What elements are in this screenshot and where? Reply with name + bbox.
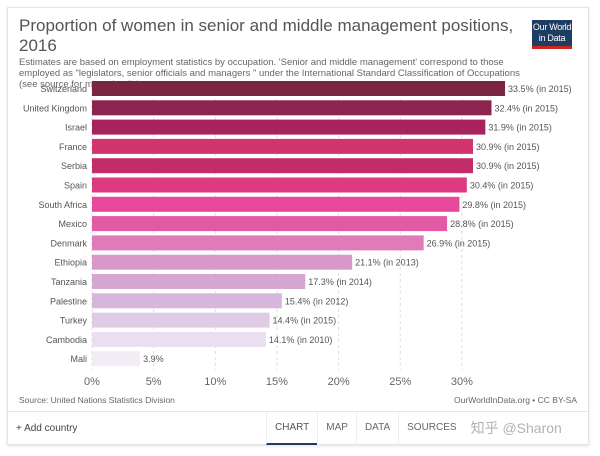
bar bbox=[92, 235, 424, 251]
data-label: 30.4% (in 2015) bbox=[470, 181, 534, 191]
bar bbox=[92, 331, 266, 347]
bar-chart: 0% 5% 10% 15% 20% 25% 30% Switzerland 33.5% (in … bbox=[23, 81, 572, 388]
category-label[interactable]: Israel bbox=[65, 123, 87, 133]
data-label: 14.1% (in 2010) bbox=[269, 335, 333, 345]
bar bbox=[92, 196, 460, 212]
license-note[interactable]: OurWorldInData.org • CC BY-SA bbox=[454, 395, 577, 405]
tab-chart[interactable]: CHART bbox=[266, 412, 318, 445]
category-label[interactable]: Mali bbox=[70, 354, 87, 364]
data-label: 29.8% (in 2015) bbox=[462, 200, 526, 210]
watermark: 知乎 @Sharon bbox=[470, 420, 562, 436]
category-label[interactable]: Serbia bbox=[61, 161, 87, 171]
chart-card: Proportion of women in senior and middle… bbox=[7, 7, 589, 445]
data-label: 3.9% bbox=[143, 354, 164, 364]
data-label: 30.9% (in 2015) bbox=[476, 142, 540, 152]
data-label: 15.4% (in 2012) bbox=[285, 296, 349, 306]
category-label[interactable]: Cambodia bbox=[46, 335, 87, 345]
data-label: 26.9% (in 2015) bbox=[427, 238, 491, 248]
bar bbox=[92, 177, 467, 193]
bar bbox=[92, 216, 448, 232]
data-label: 32.4% (in 2015) bbox=[494, 103, 558, 113]
x-tick-label: 30% bbox=[451, 376, 473, 388]
data-label: 33.5% (in 2015) bbox=[508, 84, 572, 94]
category-label[interactable]: United Kingdom bbox=[23, 103, 87, 113]
tab-data[interactable]: DATA bbox=[355, 412, 398, 445]
data-label: 30.9% (in 2015) bbox=[476, 161, 540, 171]
tab-bar: CHART MAP DATA SOURCES bbox=[266, 412, 465, 445]
add-country-button[interactable]: + Add country bbox=[16, 423, 78, 434]
bar bbox=[92, 254, 353, 270]
data-label: 21.1% (in 2013) bbox=[355, 258, 419, 268]
bar bbox=[92, 351, 141, 367]
owid-logo[interactable]: Our World in Data bbox=[532, 20, 572, 49]
bar bbox=[92, 100, 492, 116]
category-label[interactable]: South Africa bbox=[38, 200, 87, 210]
bottom-bar: + Add country CHART MAP DATA SOURCES 知乎 … bbox=[8, 411, 588, 445]
x-tick-label: 5% bbox=[146, 376, 162, 388]
data-label: 14.4% (in 2015) bbox=[273, 316, 337, 326]
bar bbox=[92, 119, 486, 135]
category-label[interactable]: Ethiopia bbox=[54, 258, 87, 268]
category-label[interactable]: Palestine bbox=[50, 296, 87, 306]
x-tick-label: 20% bbox=[328, 376, 350, 388]
category-label[interactable]: Denmark bbox=[50, 238, 87, 248]
bar bbox=[92, 158, 473, 174]
x-tick-label: 15% bbox=[266, 376, 288, 388]
category-label[interactable]: Switzerland bbox=[40, 84, 87, 94]
category-label[interactable]: Spain bbox=[64, 181, 87, 191]
x-tick-label: 10% bbox=[204, 376, 226, 388]
category-label[interactable]: Turkey bbox=[60, 316, 88, 326]
bar bbox=[92, 312, 270, 328]
data-label: 28.8% (in 2015) bbox=[450, 219, 514, 229]
source-note[interactable]: Source: United Nations Statistics Divisi… bbox=[19, 395, 175, 405]
tab-sources[interactable]: SOURCES bbox=[398, 412, 464, 445]
x-tick-label: 0% bbox=[84, 376, 100, 388]
chart-header: Proportion of women in senior and middle… bbox=[19, 16, 524, 90]
category-label[interactable]: Tanzania bbox=[51, 277, 87, 287]
x-tick-label: 25% bbox=[389, 376, 411, 388]
category-label[interactable]: Mexico bbox=[58, 219, 87, 229]
chart-subtitle: Estimates are based on employment statis… bbox=[19, 57, 520, 90]
data-label: 31.9% (in 2015) bbox=[488, 123, 552, 133]
bar bbox=[92, 81, 506, 96]
bar bbox=[92, 293, 282, 309]
chart-title: Proportion of women in senior and middle… bbox=[19, 16, 514, 55]
bar bbox=[92, 138, 473, 154]
data-label: 17.3% (in 2014) bbox=[308, 277, 372, 287]
category-label[interactable]: France bbox=[59, 142, 87, 152]
bar bbox=[92, 274, 306, 289]
tab-map[interactable]: MAP bbox=[317, 412, 356, 445]
